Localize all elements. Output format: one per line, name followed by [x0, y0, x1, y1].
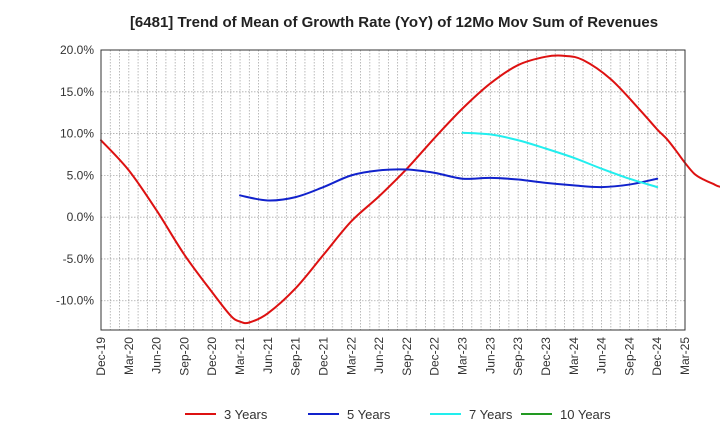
x-tick-label: Jun-23 — [483, 337, 497, 374]
legend-label: 3 Years — [224, 407, 268, 422]
series-layer — [100, 54, 720, 325]
x-tick-label: Mar-25 — [678, 337, 692, 375]
x-tick-label: Dec-23 — [539, 337, 553, 376]
y-tick-label: -10.0% — [56, 294, 94, 308]
x-tick-label: Dec-19 — [94, 337, 108, 376]
x-tick-label: Dec-20 — [205, 337, 219, 376]
x-tick-label: Mar-22 — [344, 337, 358, 375]
x-axis: Dec-19 Mar-20 Jun-20 Sep-20 Dec-20 Mar-21 Jun-… — [94, 337, 692, 376]
grid — [101, 49, 685, 330]
y-axis: 20.0% 15.0% 10.0% 5.0% 0.0% -5.0% -10.0% — [56, 43, 94, 308]
legend: 3 Years 5 Years 7 Years 10 Years — [185, 407, 611, 422]
x-tick-label: Sep-22 — [400, 337, 414, 376]
x-tick-label: Mar-20 — [122, 337, 136, 375]
series-line-3-years — [100, 54, 720, 325]
y-tick-label: -5.0% — [63, 252, 95, 266]
x-tick-label: Sep-24 — [622, 337, 636, 376]
x-tick-label: Mar-21 — [233, 337, 247, 375]
series-line-7-years — [461, 131, 659, 189]
y-tick-label: 15.0% — [60, 85, 94, 99]
y-tick-label: 10.0% — [60, 127, 94, 141]
x-tick-label: Jun-20 — [150, 337, 164, 374]
x-tick-label: Jun-24 — [595, 337, 609, 374]
x-tick-label: Sep-20 — [177, 337, 191, 376]
x-tick-label: Jun-21 — [261, 337, 275, 374]
legend-label: 5 Years — [347, 407, 391, 422]
y-tick-label: 20.0% — [60, 43, 94, 57]
x-tick-label: Sep-23 — [511, 337, 525, 376]
x-tick-label: Mar-24 — [567, 337, 581, 375]
x-tick-label: Dec-24 — [650, 337, 664, 376]
chart-title: [6481] Trend of Mean of Growth Rate (YoY… — [130, 14, 658, 31]
y-tick-label: 0.0% — [67, 210, 95, 224]
x-tick-label: Jun-22 — [372, 337, 386, 374]
x-tick-label: Dec-22 — [428, 337, 442, 376]
series-line-5-years — [239, 168, 659, 202]
x-tick-label: Dec-21 — [316, 337, 330, 376]
plot-area — [100, 49, 686, 331]
legend-label: 10 Years — [560, 407, 611, 422]
x-tick-label: Sep-21 — [289, 337, 303, 376]
legend-label: 7 Years — [469, 407, 513, 422]
y-tick-label: 5.0% — [67, 168, 95, 182]
x-tick-label: Mar-23 — [456, 337, 470, 375]
